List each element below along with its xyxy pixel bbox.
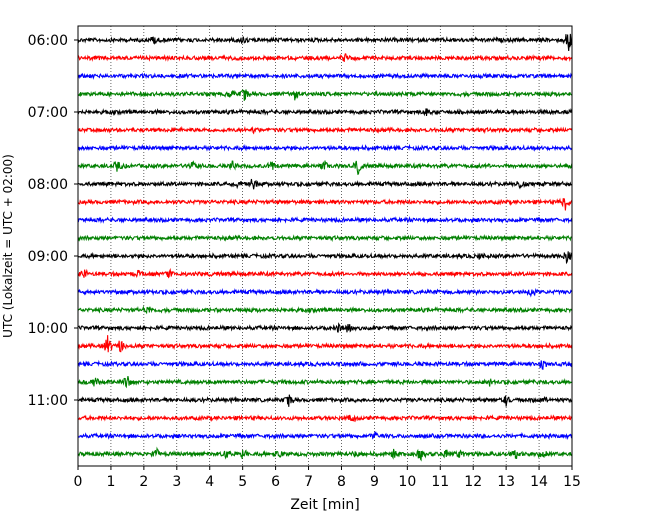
trace-0600 (77, 33, 573, 51)
trace-1130 (77, 431, 573, 440)
x-tick-label: 15 (563, 474, 581, 490)
tick-layer: 0 1 2 3 4 5 6 7 8 9 10 11 12 13 14 1506:0007:0008:0009:… (28, 33, 581, 490)
trace-0700 (77, 107, 573, 117)
trace-1030 (77, 359, 573, 370)
y-tick-label: 08:00 (28, 177, 68, 193)
trace-1115 (77, 414, 573, 423)
x-tick-label: 14 (530, 474, 548, 490)
x-tick-label: 7 (304, 474, 313, 490)
trace-0815 (77, 197, 573, 211)
trace-1015 (77, 335, 573, 353)
y-axis-label: UTC (Lokalzeit = UTC + 02:00) (1, 154, 15, 338)
x-tick-label: 13 (497, 474, 515, 490)
x-tick-label: 3 (172, 474, 181, 490)
trace-0800 (77, 178, 573, 190)
trace-layer (77, 33, 573, 462)
x-tick-label: 1 (106, 474, 115, 490)
trace-0730 (77, 143, 573, 152)
y-tick-label: 10:00 (28, 321, 68, 337)
trace-0915 (77, 267, 573, 279)
x-tick-label: 12 (464, 474, 482, 490)
x-tick-label: 4 (205, 474, 214, 490)
trace-0630 (77, 72, 573, 80)
trace-1145 (77, 446, 573, 462)
x-tick-label: 9 (370, 474, 379, 490)
trace-1100 (77, 394, 573, 407)
trace-0930 (77, 288, 573, 298)
x-tick-label: 0 (74, 474, 83, 490)
x-tick-label: 11 (431, 474, 449, 490)
trace-0830 (77, 216, 573, 224)
trace-0845 (77, 234, 573, 243)
trace-1045 (77, 375, 573, 389)
trace-0745 (77, 160, 573, 176)
trace-1000 (77, 322, 573, 333)
x-tick-label: 6 (271, 474, 280, 490)
y-tick-label: 06:00 (28, 33, 68, 49)
x-tick-label: 10 (398, 474, 416, 490)
trace-0615 (77, 53, 573, 63)
y-tick-label: 11:00 (28, 393, 68, 409)
trace-0945 (77, 305, 573, 315)
grid-layer (110, 26, 540, 466)
x-tick-label: 8 (337, 474, 346, 490)
x-tick-label: 2 (139, 474, 148, 490)
trace-0645 (77, 89, 573, 101)
trace-0900 (77, 251, 573, 265)
x-tick-label: 5 (238, 474, 247, 490)
y-tick-label: 09:00 (28, 249, 68, 265)
x-axis-label: Zeit [min] (290, 497, 359, 513)
trace-0715 (77, 125, 573, 135)
y-tick-label: 07:00 (28, 105, 68, 121)
plot-frame (77, 25, 573, 467)
